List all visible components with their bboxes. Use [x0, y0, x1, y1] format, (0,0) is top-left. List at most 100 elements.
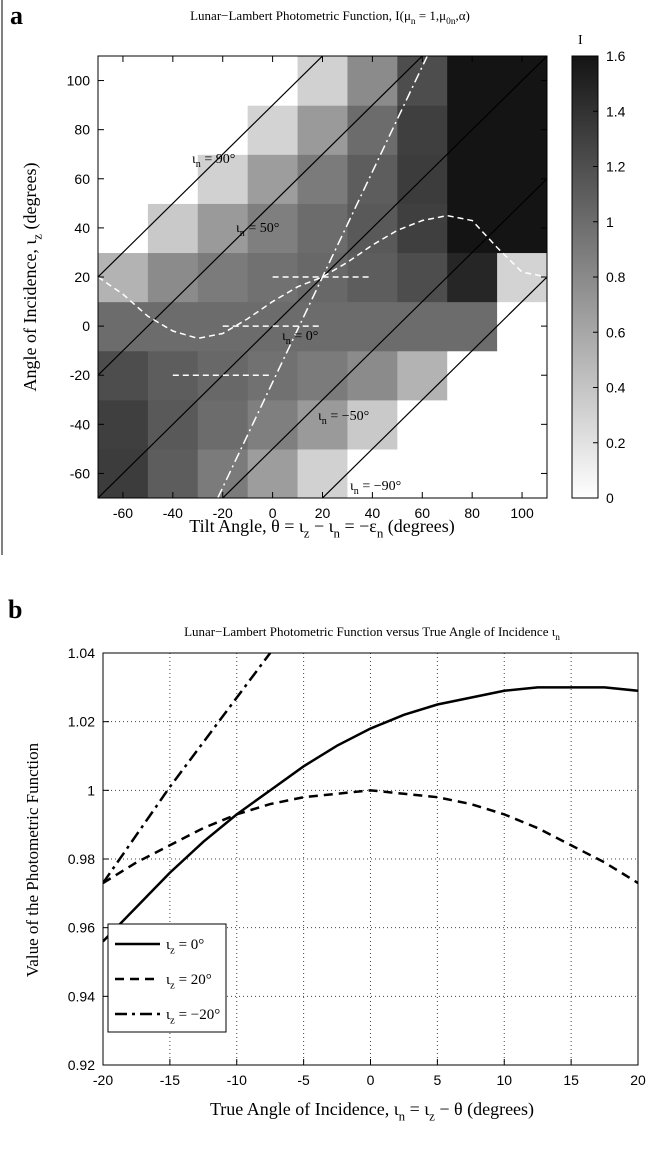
y-tick-label: 1.04 [68, 645, 95, 661]
x-tick-label: 60 [414, 505, 430, 521]
subscript: z [29, 234, 44, 240]
colorbar-label: I [578, 33, 583, 48]
overlay-curve [217, 56, 428, 498]
heat-cell [98, 203, 149, 254]
text-part: = 20° [175, 972, 212, 988]
colorbar-tick-label: 0 [606, 490, 614, 506]
iso-label: ιn = 0° [282, 329, 318, 347]
text-part: − θ (degrees) [435, 1099, 534, 1120]
subscript: n [333, 525, 340, 540]
heat-cell [397, 399, 448, 450]
subscript: 0n [446, 17, 456, 27]
subscript: n [411, 17, 416, 27]
plot-frame [102, 652, 639, 1066]
y-tick-label: -40 [70, 416, 90, 432]
subscript: n [286, 336, 291, 347]
heat-cell [197, 105, 249, 155]
series-line [103, 789, 638, 885]
text-part: ι [236, 221, 240, 236]
series-line [103, 686, 638, 943]
iso-line [321, 276, 547, 498]
heat-cell [447, 448, 498, 498]
colorbar-tick-label: 1.2 [606, 159, 626, 175]
heat-cell [347, 154, 398, 204]
text-part: ι [318, 409, 322, 424]
y-tick-label: 100 [67, 73, 91, 89]
x-tick-label: 10 [496, 1072, 512, 1088]
legend-label: ιz = 0° [166, 937, 204, 957]
heat-cell [147, 56, 199, 106]
heat-cell [197, 203, 249, 254]
heat-cell [397, 203, 448, 254]
legend: ιz = 0°ιz = 20°ιz = −20° [107, 923, 227, 1033]
heat-cell [447, 350, 498, 401]
text-part: = ι [405, 1099, 429, 1119]
text-part: ι [166, 1007, 170, 1023]
text-part: − ι [309, 516, 333, 536]
text-part: = 0° [291, 329, 319, 344]
iso-label: ιn = 90° [192, 152, 235, 170]
text-part: = −50° [327, 409, 369, 424]
text-part: Lunar−Lambert Photometric Function versu… [184, 624, 556, 639]
heat-cell [347, 399, 398, 450]
x-tick-label: -60 [113, 505, 133, 521]
heat-cell [497, 301, 547, 352]
y-tick-label: 60 [74, 171, 90, 187]
iso-line [98, 56, 424, 376]
heat-cell [447, 154, 498, 204]
y-tick-label: 0.98 [68, 851, 95, 867]
heat-cell [497, 203, 547, 254]
heat-cell [247, 203, 299, 254]
x-tick-label: 20 [630, 1072, 646, 1088]
heat-cell [147, 252, 199, 303]
panel-label: b [8, 595, 22, 624]
text-part: = −20° [175, 1007, 220, 1023]
heat-cell [147, 154, 199, 204]
text-part: Tilt Angle, θ = ι [189, 516, 304, 536]
y-tick-label: 0.92 [68, 1057, 95, 1073]
x-tick-label: 0 [269, 505, 277, 521]
y-tick-label: 0 [82, 318, 90, 334]
subscript: z [170, 980, 175, 992]
heat-cell [98, 399, 149, 450]
heat-cell [497, 105, 547, 155]
series-lines [103, 653, 638, 943]
heat-cell [297, 448, 349, 498]
subscript: n [377, 525, 384, 540]
x-tick-label: 100 [510, 505, 534, 521]
heat-cell [247, 448, 299, 498]
x-tick-label: -5 [297, 1072, 310, 1088]
iso-line [221, 178, 547, 498]
heat-cell [447, 399, 498, 450]
x-tick-label: 20 [315, 505, 331, 521]
heat-cell [347, 105, 398, 155]
heat-cell [197, 448, 249, 498]
subscript: n [322, 416, 327, 427]
colorbar-tick-label: 0.2 [606, 435, 626, 451]
series-line [103, 653, 272, 884]
colorbar-tick-label: 1.6 [606, 48, 626, 64]
heat-cell [98, 301, 149, 352]
x-tick-label: -20 [213, 505, 233, 521]
colorbar-tick-label: 1.4 [606, 103, 626, 119]
chart-title: Lunar−Lambert Photometric Function, I(μn… [190, 8, 470, 27]
subscript: z [170, 945, 175, 957]
subscript: n [240, 228, 245, 239]
heat-cell [497, 399, 547, 450]
heat-cell [347, 56, 398, 106]
heat-cell [147, 203, 199, 254]
heat-cell [197, 154, 249, 204]
x-axis-label: Tilt Angle, θ = ιz − ιn = −εn (degrees) [189, 516, 455, 540]
heatmap [98, 56, 547, 498]
subscript: n [399, 1108, 406, 1123]
heat-cell [247, 105, 299, 155]
y-tick-label: 0.94 [68, 988, 95, 1004]
heat-cell [147, 105, 199, 155]
heat-cell [297, 350, 349, 401]
y-tick-label: 1 [87, 782, 95, 798]
colorbar-tick-label: 0.8 [606, 269, 626, 285]
x-tick-label: 0 [367, 1072, 375, 1088]
y-tick-label: 1.02 [68, 714, 95, 730]
heat-cell [447, 252, 498, 303]
text-part: True Angle of Incidence, ι [210, 1099, 399, 1119]
